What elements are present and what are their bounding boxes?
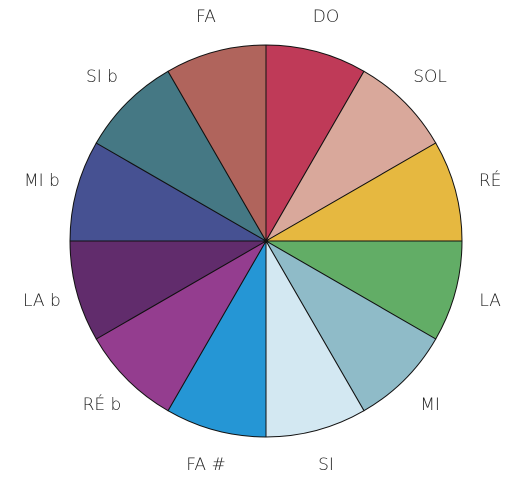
- segment-label: RÉ: [479, 169, 502, 191]
- segment-label: SOL: [413, 67, 447, 87]
- segment-label: LA b: [23, 291, 61, 311]
- segment-label: MI b: [24, 171, 60, 191]
- wheel-segment: [95, 239, 268, 412]
- segment-label: DO: [313, 7, 339, 27]
- wheel-segment: [167, 239, 267, 438]
- segment-label: LA: [479, 291, 501, 311]
- wheel-segment: [167, 44, 267, 243]
- wheel-segment: [265, 239, 365, 438]
- segment-label: FA #: [186, 455, 226, 475]
- wheel-segment: [69, 240, 268, 340]
- wheel-segment: [95, 70, 268, 243]
- wheel-segment: [69, 142, 268, 242]
- segment-label: RÉ b: [83, 393, 122, 415]
- wheel-segment: [265, 44, 365, 243]
- wheel-segment: [264, 239, 437, 412]
- segment-label: FA: [196, 7, 216, 27]
- wheel-segment: [264, 142, 463, 242]
- wheel-segment: [264, 240, 463, 340]
- segment-label: MI: [420, 395, 440, 415]
- wheel-segment: [264, 70, 437, 243]
- segment-label: SI b: [86, 67, 118, 87]
- segment-label: SI: [318, 455, 334, 475]
